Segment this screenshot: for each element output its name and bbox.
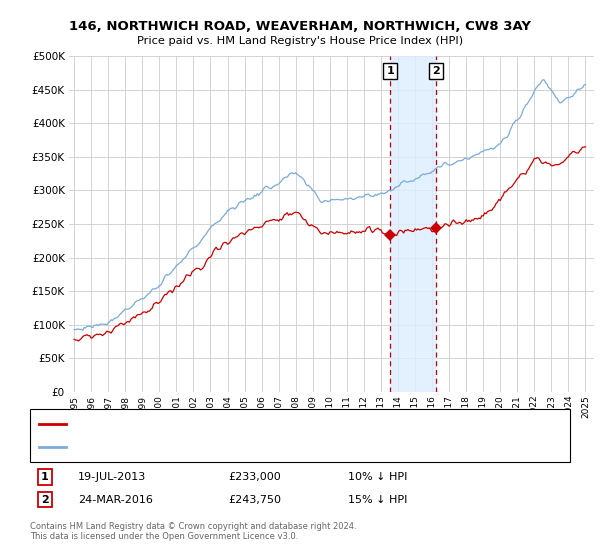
Text: 15% ↓ HPI: 15% ↓ HPI bbox=[348, 494, 407, 505]
Text: 1: 1 bbox=[386, 66, 394, 76]
Text: 146, NORTHWICH ROAD, WEAVERHAM, NORTHWICH, CW8 3AY (detached house): 146, NORTHWICH ROAD, WEAVERHAM, NORTHWIC… bbox=[72, 419, 466, 429]
Text: 19-JUL-2013: 19-JUL-2013 bbox=[78, 472, 146, 482]
Bar bbox=[390, 56, 436, 392]
Text: Contains HM Land Registry data © Crown copyright and database right 2024.
This d: Contains HM Land Registry data © Crown c… bbox=[30, 522, 356, 542]
Text: Price paid vs. HM Land Registry's House Price Index (HPI): Price paid vs. HM Land Registry's House … bbox=[137, 36, 463, 46]
Text: 1: 1 bbox=[41, 472, 49, 482]
Text: 146, NORTHWICH ROAD, WEAVERHAM, NORTHWICH, CW8 3AY: 146, NORTHWICH ROAD, WEAVERHAM, NORTHWIC… bbox=[69, 20, 531, 32]
Text: 2: 2 bbox=[41, 494, 49, 505]
Text: HPI: Average price, detached house, Cheshire West and Chester: HPI: Average price, detached house, Ches… bbox=[72, 442, 386, 452]
Text: 24-MAR-2016: 24-MAR-2016 bbox=[78, 494, 153, 505]
Text: 10% ↓ HPI: 10% ↓ HPI bbox=[348, 472, 407, 482]
Text: £233,000: £233,000 bbox=[228, 472, 281, 482]
Text: 2: 2 bbox=[432, 66, 440, 76]
Text: £243,750: £243,750 bbox=[228, 494, 281, 505]
